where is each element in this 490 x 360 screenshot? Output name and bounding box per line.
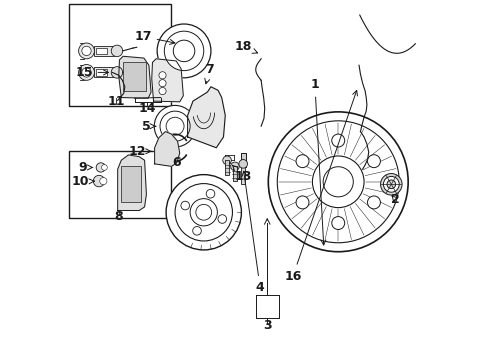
Circle shape	[111, 67, 122, 78]
Polygon shape	[119, 56, 151, 98]
Circle shape	[166, 175, 242, 250]
Circle shape	[196, 204, 212, 220]
Polygon shape	[188, 87, 225, 148]
Polygon shape	[152, 59, 183, 102]
Circle shape	[218, 215, 226, 223]
Text: 8: 8	[115, 211, 123, 224]
Circle shape	[175, 184, 232, 241]
Circle shape	[166, 117, 184, 135]
Circle shape	[154, 105, 196, 147]
Circle shape	[313, 156, 364, 208]
Circle shape	[277, 121, 399, 243]
Circle shape	[296, 155, 309, 168]
Text: 6: 6	[172, 156, 180, 169]
Text: 2: 2	[391, 193, 399, 206]
Bar	[122, 166, 141, 202]
Circle shape	[332, 217, 344, 229]
Circle shape	[82, 68, 91, 77]
Text: 17: 17	[134, 30, 175, 44]
Bar	[233, 166, 237, 181]
Circle shape	[193, 226, 201, 235]
Polygon shape	[118, 155, 147, 211]
Text: 5: 5	[142, 120, 156, 133]
Circle shape	[160, 111, 190, 141]
Circle shape	[78, 43, 95, 59]
Circle shape	[387, 180, 395, 189]
Bar	[241, 153, 246, 167]
Circle shape	[190, 199, 218, 226]
Circle shape	[159, 87, 166, 95]
Text: 13: 13	[232, 165, 252, 183]
Circle shape	[332, 134, 344, 147]
Text: 4: 4	[242, 171, 265, 294]
Circle shape	[78, 64, 95, 80]
Circle shape	[239, 159, 247, 168]
Circle shape	[100, 177, 107, 185]
Circle shape	[96, 163, 105, 172]
Polygon shape	[155, 132, 180, 166]
Text: 18: 18	[234, 40, 258, 53]
Text: 14: 14	[139, 102, 156, 115]
Circle shape	[368, 196, 380, 209]
Circle shape	[269, 112, 408, 252]
Circle shape	[383, 176, 399, 192]
Circle shape	[101, 165, 107, 170]
Bar	[123, 62, 147, 91]
Circle shape	[159, 80, 166, 87]
Text: 7: 7	[205, 63, 214, 84]
Circle shape	[223, 156, 231, 165]
Circle shape	[231, 162, 239, 171]
Circle shape	[111, 45, 122, 57]
Bar	[94, 67, 115, 77]
Text: 9: 9	[78, 161, 93, 174]
Circle shape	[93, 175, 105, 187]
Text: 10: 10	[71, 175, 95, 188]
Circle shape	[181, 201, 190, 210]
Circle shape	[157, 24, 211, 78]
Circle shape	[206, 189, 215, 198]
Bar	[96, 69, 107, 76]
Bar	[94, 46, 115, 56]
Text: 16: 16	[284, 90, 357, 283]
Bar	[225, 159, 229, 175]
Bar	[69, 151, 172, 218]
Circle shape	[159, 72, 166, 79]
Bar	[96, 48, 107, 54]
Text: 12: 12	[128, 145, 151, 158]
Circle shape	[381, 174, 402, 195]
Circle shape	[82, 46, 91, 55]
Circle shape	[173, 40, 195, 62]
Circle shape	[323, 167, 353, 197]
Circle shape	[368, 155, 380, 168]
Text: 11: 11	[107, 95, 124, 108]
Bar	[69, 4, 172, 107]
Text: 1: 1	[311, 78, 326, 245]
Circle shape	[164, 31, 204, 71]
Text: 3: 3	[263, 319, 271, 332]
Text: 15: 15	[75, 66, 108, 79]
Bar	[242, 166, 245, 184]
Circle shape	[296, 196, 309, 209]
